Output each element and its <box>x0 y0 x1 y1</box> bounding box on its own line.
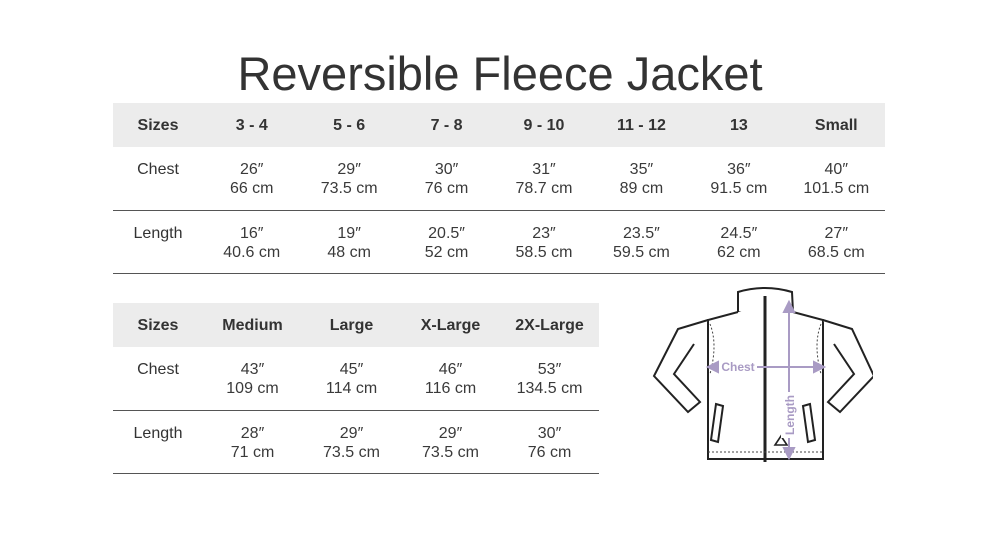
cm-value: 68.5 cm <box>807 243 865 261</box>
inches-value: 30″ <box>434 161 459 178</box>
column-header: 5 - 6 <box>300 103 398 147</box>
inches-value: 53″ <box>537 361 562 378</box>
inches-value: 31″ <box>532 161 556 178</box>
measurement-cell: 40″ 101.5 cm <box>787 147 885 211</box>
measurement-cell: 53″ 134.5 cm <box>500 347 599 411</box>
measurement-cell: 30″ 76 cm <box>500 410 599 474</box>
row-label: Length <box>113 210 204 274</box>
table-row-chest: Chest 43″ 109 cm 45″ 114 cm 46″ 116 cm 53″ 134.5… <box>113 347 599 411</box>
inches-value: 29″ <box>339 424 364 442</box>
inches-value: 23.5″ <box>623 224 660 242</box>
column-header: 13 <box>690 103 788 147</box>
inches-value: 27″ <box>824 224 848 242</box>
cm-value: 134.5 cm <box>516 380 583 397</box>
cm-value: 76 cm <box>527 443 572 461</box>
length-label: Length <box>783 395 797 435</box>
row-label: Length <box>113 410 203 474</box>
table-row-length: Length 16″ 40.6 cm 19″ 48 cm 20.5″ 52 cm 23″ 58.… <box>113 210 885 274</box>
inches-value: 23″ <box>532 224 556 242</box>
inches-value: 20.5″ <box>428 224 465 242</box>
measurement-cell: 31″ 78.7 cm <box>495 147 593 211</box>
cm-value: 73.5 cm <box>320 180 378 197</box>
measurement-cell: 29″ 73.5 cm <box>302 410 401 474</box>
measurement-cell: 26″ 66 cm <box>203 147 301 211</box>
measurement-cell: 45″ 114 cm <box>302 347 401 411</box>
measurement-cell: 28″ 71 cm <box>203 410 302 474</box>
column-header: Sizes <box>113 103 204 147</box>
cm-value: 109 cm <box>226 380 279 397</box>
inches-value: 24.5″ <box>720 224 758 242</box>
measurement-cell: 35″ 89 cm <box>592 147 691 211</box>
inches-value: 30″ <box>537 424 562 442</box>
inches-value: 29″ <box>438 424 463 442</box>
inches-value: 19″ <box>337 224 361 242</box>
cm-value: 59.5 cm <box>612 243 670 261</box>
measurement-cell: 19″ 48 cm <box>300 210 398 274</box>
inches-value: 43″ <box>240 361 265 378</box>
cm-value: 73.5 cm <box>323 443 380 461</box>
cm-value: 66 cm <box>229 180 274 197</box>
cm-value: 48 cm <box>327 243 371 261</box>
measurement-cell: 29″ 73.5 cm <box>300 147 398 211</box>
cm-value: 89 cm <box>619 180 664 197</box>
inches-value: 36″ <box>727 161 751 178</box>
column-header: Large <box>302 303 401 347</box>
column-header: 7 - 8 <box>397 103 496 147</box>
header-row: Sizes Medium Large X-Large 2X-Large <box>113 303 599 347</box>
column-header: Sizes <box>113 303 203 347</box>
measurement-cell: 30″ 76 cm <box>397 147 496 211</box>
column-header: 9 - 10 <box>495 103 593 147</box>
jacket-diagram: Chest Length <box>652 287 873 462</box>
inches-value: 40″ <box>824 161 848 178</box>
measurement-cell: 36″ 91.5 cm <box>690 147 788 211</box>
cm-value: 52 cm <box>424 243 469 261</box>
column-header: Medium <box>203 303 302 347</box>
cm-value: 116 cm <box>424 380 477 397</box>
row-label: Chest <box>113 347 203 411</box>
measurement-cell: 43″ 109 cm <box>203 347 302 411</box>
measurement-cell: 16″ 40.6 cm <box>203 210 301 274</box>
cm-value: 40.6 cm <box>223 243 281 261</box>
measurement-cell: 29″ 73.5 cm <box>401 410 500 474</box>
cm-value: 101.5 cm <box>803 180 870 197</box>
cm-value: 71 cm <box>230 443 275 461</box>
cm-value: 62 cm <box>717 243 761 261</box>
measurement-cell: 46″ 116 cm <box>401 347 500 411</box>
measurement-cell: 27″ 68.5 cm <box>787 210 885 274</box>
cm-value: 73.5 cm <box>422 443 479 461</box>
inches-value: 35″ <box>629 161 654 178</box>
measurement-cell: 20.5″ 52 cm <box>397 210 496 274</box>
cm-value: 76 cm <box>424 180 469 197</box>
measurement-cell: 23.5″ 59.5 cm <box>592 210 691 274</box>
inches-value: 28″ <box>240 424 265 442</box>
column-header: Small <box>787 103 885 147</box>
inches-value: 26″ <box>239 161 264 178</box>
column-header: 3 - 4 <box>203 103 301 147</box>
measurement-cell: 23″ 58.5 cm <box>495 210 593 274</box>
column-header: X-Large <box>401 303 500 347</box>
cm-value: 91.5 cm <box>710 180 768 197</box>
column-header: 2X-Large <box>500 303 599 347</box>
row-label: Chest <box>113 147 204 211</box>
inches-value: 46″ <box>438 361 463 378</box>
table-row-length: Length 28″ 71 cm 29″ 73.5 cm 29″ 73.5 cm 30″ 76 … <box>113 410 599 474</box>
column-header: 11 - 12 <box>592 103 691 147</box>
table-row-chest: Chest 26″ 66 cm 29″ 73.5 cm 30″ 76 cm 31″ 78.7 c… <box>113 147 885 211</box>
cm-value: 78.7 cm <box>515 180 573 197</box>
inches-value: 29″ <box>337 161 361 178</box>
measure-arrows <box>705 299 827 461</box>
size-table-adults: Sizes Medium Large X-Large 2X-Large Chest 43″ 1… <box>113 303 599 474</box>
inches-value: 45″ <box>339 361 364 378</box>
cm-value: 58.5 cm <box>515 243 573 261</box>
measurement-cell: 24.5″ 62 cm <box>690 210 788 274</box>
page-title: Reversible Fleece Jacket <box>237 47 763 100</box>
inches-value: 16″ <box>239 224 264 242</box>
cm-value: 114 cm <box>325 380 378 397</box>
chest-label: Chest <box>721 360 754 374</box>
